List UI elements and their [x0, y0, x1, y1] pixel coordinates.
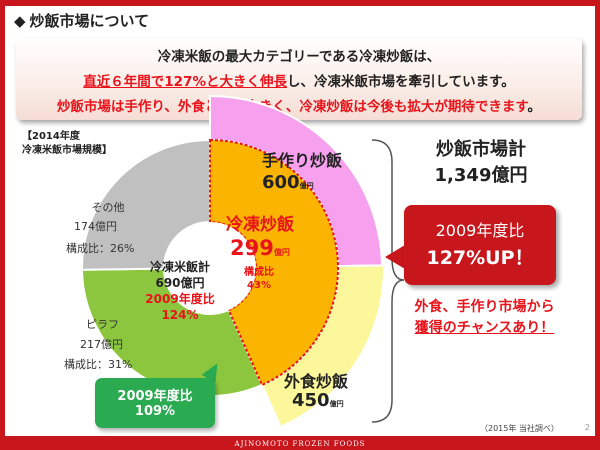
frozen-rice-growth-label: 2009年度比: [145, 292, 215, 306]
market-scope-line-1: 【2014年度: [22, 131, 80, 142]
frozen-rice-growth-value: 124%: [161, 308, 199, 322]
opportunity-text: 外食、手作り市場から 獲得のチャンスあり！: [392, 297, 577, 339]
market-scope-line-2: 冷凍米飯市場規模】: [22, 145, 112, 156]
page-title: ◆ 炒飯市場について: [14, 10, 149, 31]
frame-right-bar: [595, 0, 600, 450]
restaurant-fried-rice-name: 外食炒飯: [284, 372, 349, 391]
homemade-fried-rice-amount-row: 600億円: [262, 172, 314, 193]
summary-line-3-end: 。: [527, 99, 542, 115]
pilaf-growth-value: 109%: [134, 404, 176, 419]
frame-top-bar: [0, 0, 600, 6]
market-scope-label: 【2014年度 冷凍米飯市場規模】: [22, 130, 112, 158]
growth-callout-label: 2009年度比: [435, 221, 525, 240]
opportunity-line-1: 外食、手作り市場から: [414, 299, 555, 315]
restaurant-fried-rice-amount-row: 450億円: [292, 390, 344, 411]
fried-rice-total-title: 炒飯市場計: [436, 139, 526, 160]
right-curly-brace: [371, 139, 405, 423]
frozen-fried-rice-amount-row: 299億円: [230, 236, 290, 260]
other-amount: 174億円: [74, 220, 117, 233]
pilaf-growth-callout: 2009年度比 109%: [95, 378, 215, 428]
pilaf-amount: 217億円: [80, 338, 123, 351]
summary-line-2: 直近６年間で127%と大きく伸長し、冷凍米飯市場を牽引しています。: [16, 70, 582, 90]
frozen-fried-rice-unit: 億円: [273, 248, 290, 257]
growth-callout-value: 127%UP！: [426, 247, 534, 269]
growth-callout-tail: [385, 245, 405, 269]
homemade-fried-rice-unit: 億円: [299, 182, 314, 190]
page-title-text: 炒飯市場について: [29, 12, 150, 30]
restaurant-fried-rice-amount: 450: [292, 390, 330, 411]
restaurant-fried-rice-unit: 億円: [329, 400, 344, 408]
summary-line-3: 炒飯市場は手作り、外食ともに大きく、冷凍炒飯は今後も拡大が期待できます。: [16, 95, 582, 115]
summary-line-2-rest: し、冷凍米飯市場を牽引しています。: [286, 74, 515, 90]
summary-line-1: 冷凍米飯の最大カテゴリーである冷凍炒飯は、: [157, 49, 441, 65]
other-ratio: 構成比：26%: [66, 242, 135, 255]
frozen-fried-rice-ratio-value: 43%: [247, 280, 271, 291]
fried-rice-total-value: 1,349億円: [434, 165, 528, 186]
frozen-fried-rice-amount: 299: [230, 236, 274, 260]
growth-callout: 2009年度比 127%UP！: [404, 205, 556, 285]
pilaf-ratio: 構成比：31%: [64, 358, 133, 371]
frozen-fried-rice-name: 冷凍炒飯: [226, 215, 294, 235]
pilaf-name: ピラフ: [86, 318, 119, 331]
fried-rice-total: 炒飯市場計 1,349億円: [406, 137, 556, 189]
homemade-fried-rice-name: 手作り炒飯: [262, 151, 343, 170]
pilaf-growth-label: 2009年度比: [117, 389, 193, 404]
donut-center-hole: [164, 222, 256, 314]
summary-box: 冷凍米飯の最大カテゴリーである冷凍炒飯は、 直近６年間で127%と大きく伸長し、…: [16, 38, 582, 120]
diamond-bullet-icon: ◆: [14, 12, 26, 30]
frozen-rice-total-title: 冷凍米飯計: [149, 260, 210, 274]
source-note: （2015年 当社調べ）: [480, 424, 559, 433]
homemade-fried-rice-amount: 600: [262, 172, 300, 193]
frame-bottom-bar: [0, 436, 600, 450]
frozen-fried-rice-ratio-label: 構成比: [244, 267, 274, 278]
other-label: その他: [78, 200, 138, 215]
footer-brand-logo: AJINOMOTO FROZEN FOODS: [234, 440, 366, 448]
frozen-rice-total-label: 冷凍米飯計 690億円 2009年度比 124%: [140, 259, 220, 323]
opportunity-line-2: 獲得のチャンスあり！: [414, 320, 555, 336]
summary-line-3-text: 炒飯市場は手作り、外食ともに大きく、冷凍炒飯は今後も拡大が期待できます: [56, 99, 528, 115]
growth-highlight: 直近６年間で127%と大きく伸長: [83, 74, 287, 90]
frozen-fried-rice-ratio: 構成比 43%: [244, 266, 274, 292]
page-number: 2: [584, 423, 590, 432]
frame-left-bar: [0, 0, 5, 450]
frozen-rice-total-value: 690億円: [155, 276, 205, 290]
other-name: その他: [91, 201, 125, 214]
